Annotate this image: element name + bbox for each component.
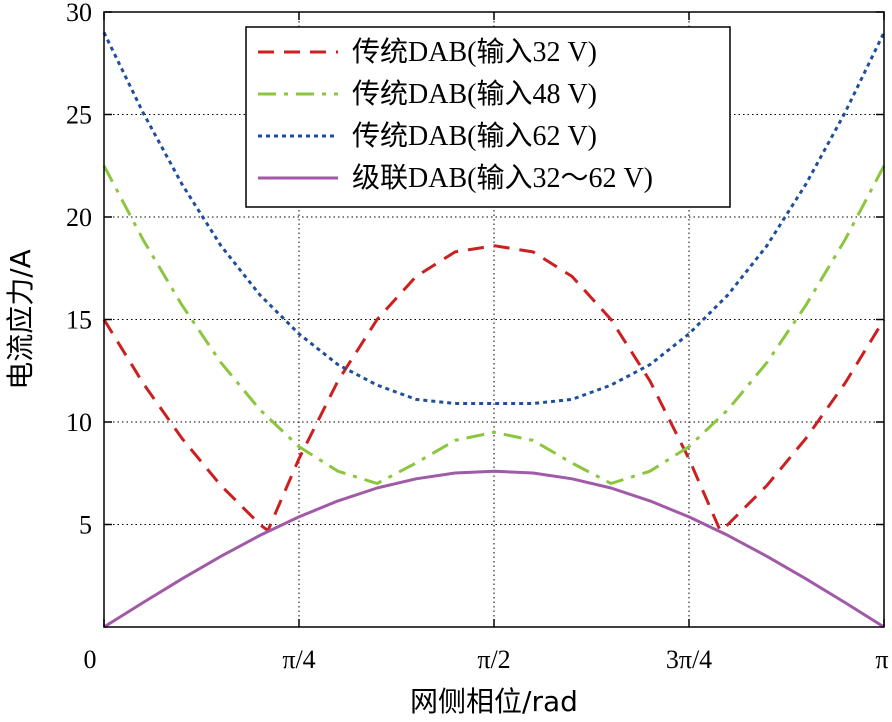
y-tick-label: 5 [79,511,92,540]
legend-label-4: 级联DAB(输入32～62 V) [352,162,653,194]
series-line-3 [102,31,886,405]
series-line-1 [102,244,886,533]
x-tick-label: π/4 [282,645,315,674]
legend: 传统DAB(输入32 V) 传统DAB(输入48 V) 传统DAB(输入62 V) 级… [245,26,731,208]
y-axis-label: 电流应力/A [4,249,37,390]
series-line-4 [103,469,885,629]
legend-label-1: 传统DAB(输入32 V) [352,36,597,68]
legend-label-3: 传统DAB(输入62 V) [352,120,597,152]
x-tick-label: 3π/4 [666,645,712,674]
x-axis-label: 网侧相位/rad [410,685,578,718]
y-tick-label: 25 [66,101,92,130]
axis-ticks: 0 π/4 π/2 3π/4 π 5 10 15 20 25 30 [66,0,889,674]
y-tick-label: 30 [66,0,92,27]
series-line-2 [102,165,886,485]
series-lines [102,31,886,629]
x-tick-label: π/2 [477,645,510,674]
x-tick-label: π [875,645,888,674]
y-tick-label: 20 [66,203,92,232]
legend-label-2: 传统DAB(输入48 V) [352,78,597,110]
y-tick-label: 10 [66,408,92,437]
x-tick-label: 0 [84,645,97,674]
y-tick-label: 15 [66,306,92,335]
